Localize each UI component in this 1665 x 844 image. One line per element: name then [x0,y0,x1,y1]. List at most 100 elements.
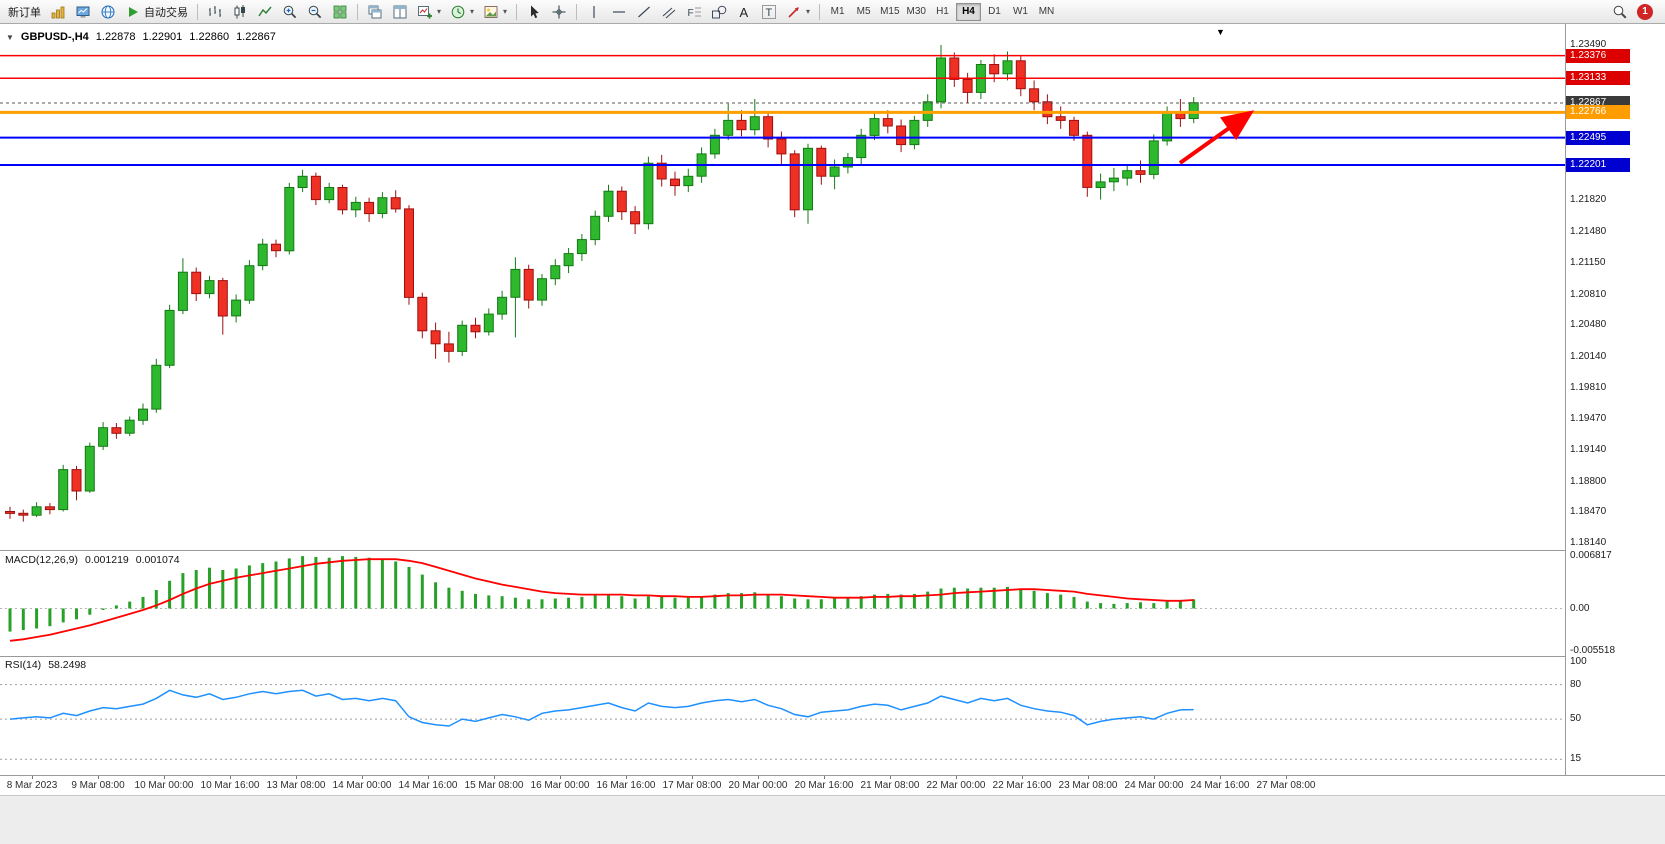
level-lines[interactable] [0,54,1565,166]
price-badge-1.23133[interactable]: 1.23133 [1566,71,1630,85]
arrows-tool-button[interactable]: ▾ [782,2,814,22]
macd-signal-value: 0.001074 [135,554,180,566]
candle [763,116,774,140]
gold-bars-icon [51,6,65,18]
line-chart-mode-button[interactable] [253,2,277,22]
rsi-panel-divider[interactable] [0,656,1665,657]
timeframe-button-m30[interactable]: M30 [904,3,929,21]
blue-monitor-icon [76,6,90,18]
gold-chart-button[interactable] [46,2,70,22]
time-axis-label: 13 Mar 08:00 [266,780,326,791]
timeframe-button-m5[interactable]: M5 [851,3,876,21]
timeframe-button-h4[interactable]: H4 [955,2,981,21]
fibonacci-tool-button[interactable]: F [682,2,706,22]
cursor-tool-button[interactable] [522,2,546,22]
price-scale[interactable]: 1.23490 1.21820 1.21480 1.21150 1.20810 1.204… [1566,24,1665,775]
line-chart-icon [258,6,272,16]
time-axis-label: 10 Mar 00:00 [134,780,194,791]
candle [829,166,840,177]
svg-text:T: T [766,7,773,19]
toolbar-separator [516,3,518,20]
chevron-down-icon: ▾ [470,6,475,16]
candle [683,175,694,187]
time-axis-tick [362,776,363,779]
price-badge-1.22201[interactable]: 1.22201 [1566,158,1630,172]
cascade-windows-icon [368,5,382,18]
toolbar-separator [819,3,821,20]
candle [789,153,800,211]
price-badge-1.22766[interactable]: 1.22766 [1566,105,1630,119]
shapes-tool-button[interactable] [707,2,731,22]
time-axis-tick [32,776,33,779]
candle [723,119,734,136]
candle [297,175,308,189]
cascade-windows-button[interactable] [363,2,387,22]
timeframe-button-m1[interactable]: M1 [825,3,850,21]
time-axis-tick [692,776,693,779]
candle [58,469,69,511]
label-tool-button[interactable]: T [757,2,781,22]
autotrading-button[interactable]: 自动交易 [121,2,192,22]
rsi-panel[interactable] [0,657,1565,775]
candle [5,511,15,514]
crosshair-tool-button[interactable] [547,2,571,22]
text-tool-button[interactable]: A [732,2,756,22]
time-axis-tick [1088,776,1089,779]
candle [1069,119,1079,136]
timeframe-button-w1[interactable]: W1 [1008,3,1033,21]
main-price-chart[interactable] [0,26,1565,550]
rsi-line [9,689,1194,727]
price-axis-label: 1.19810 [1570,382,1607,393]
new-chart-icon [418,5,432,18]
candlestick-mode-button[interactable] [228,2,252,22]
notification-badge[interactable]: 1 [1637,3,1653,20]
new-order-button[interactable]: 新订单 [4,2,45,22]
price-badge-1.23376[interactable]: 1.23376 [1566,49,1630,63]
candle [709,134,720,155]
horizontal-line-tool-button[interactable] [607,2,631,22]
timeframe-button-h1[interactable]: H1 [930,3,955,21]
bar-chart-mode-button[interactable] [203,2,227,22]
market-chart-button[interactable] [71,2,95,22]
candle [896,125,907,146]
zoom-in-icon [283,5,297,18]
price-scale-separator[interactable] [1565,24,1566,775]
time-axis-label: 20 Mar 16:00 [794,780,854,791]
toolbar-separator [357,3,358,20]
arrange-windows-button[interactable] [388,2,412,22]
trend-arrow-annotation[interactable] [1178,110,1255,165]
high-value: 1.22901 [142,31,183,43]
tile-windows-button[interactable] [328,2,352,22]
timeframe-button-d1[interactable]: D1 [982,3,1007,21]
timeframe-button-mn[interactable]: MN [1034,3,1059,21]
rsi-label: RSI(14) 58.2498 [5,659,86,671]
candle [523,268,534,301]
macd-panel-divider[interactable] [0,550,1665,551]
price-badge-1.22495[interactable]: 1.22495 [1566,131,1630,145]
time-axis-label: 24 Mar 16:00 [1190,780,1250,791]
zoom-in-button[interactable] [278,2,302,22]
periods-button[interactable]: ▾ [446,2,478,22]
time-axis-label: 16 Mar 16:00 [596,780,656,791]
macd-panel[interactable] [0,551,1565,656]
channel-tool-button[interactable] [657,2,681,22]
vertical-line-tool-button[interactable] [582,2,606,22]
trendline-tool-button[interactable] [632,2,656,22]
rsi-axis-label: 100 [1570,656,1587,667]
clock-icon [451,5,465,18]
candle [1108,177,1119,183]
time-axis[interactable]: 8 Mar 2023 9 Mar 08:00 10 Mar 00:00 10 Mar … [0,776,1565,795]
zoom-out-button[interactable] [303,2,327,22]
search-button[interactable] [1608,2,1632,22]
new-chart-button[interactable]: ▾ [413,2,445,22]
chart-collapse-icon[interactable]: ▼ [6,32,14,42]
templates-button[interactable]: ▾ [479,2,511,22]
chart-shift-marker-icon[interactable]: ▼ [1216,27,1225,37]
web-terminal-button[interactable] [96,2,120,22]
timeframe-button-m15[interactable]: M15 [877,3,902,21]
price-axis-label: 1.19140 [1570,444,1607,455]
rsi-axis-label: 15 [1570,753,1582,764]
search-icon [1613,5,1627,19]
arrange-windows-icon [393,5,407,18]
candle [98,427,109,447]
